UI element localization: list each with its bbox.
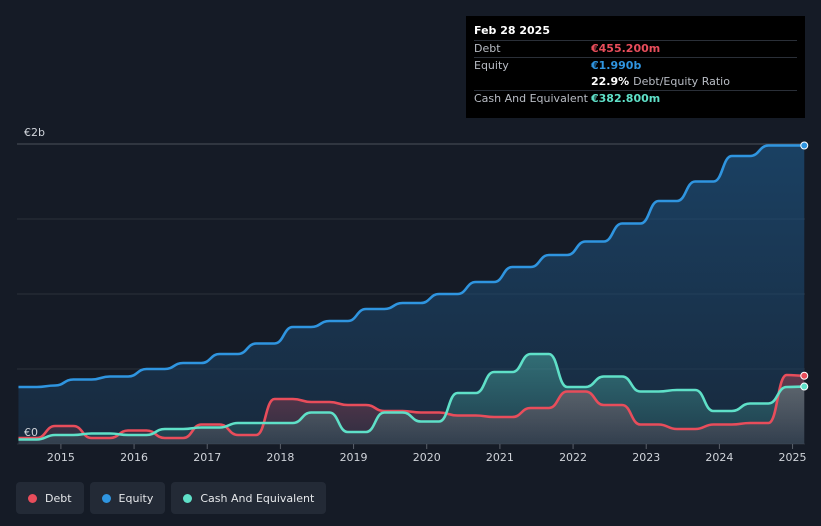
legend-item-cash[interactable]: Cash And Equivalent [171, 482, 327, 514]
equity-dot-icon [101, 493, 111, 503]
cash-and-equivalent-line [18, 352, 805, 441]
tooltip-label: Cash And Equivalent [474, 92, 588, 105]
tooltip-date: Feb 28 2025 [474, 24, 550, 37]
series-lines [18, 144, 805, 441]
y-tick-label: €2b [24, 126, 45, 139]
x-tick-label: 2023 [632, 451, 660, 464]
legend-item-equity[interactable]: Equity [89, 482, 166, 514]
tooltip-ratio-value: 22.9% [591, 75, 630, 88]
x-tick-label: 2024 [705, 451, 733, 464]
cash-dot-icon [183, 493, 193, 503]
legend: Debt Equity Cash And Equivalent [16, 482, 327, 514]
tooltip-label [474, 74, 591, 90]
x-tick-label: 2021 [486, 451, 514, 464]
y-axis: €2b €0 [24, 126, 45, 439]
x-tick-label: 2020 [413, 451, 441, 464]
x-axis: 2015 2016 2017 2018 2019 2020 2021 2022 2023 2024… [47, 444, 807, 464]
equity-line [18, 144, 805, 389]
x-tick-label: 2015 [47, 451, 75, 464]
equity-end-marker [800, 141, 809, 150]
x-tick-label: 2019 [340, 451, 368, 464]
tooltip-equity-value: €1.990b [591, 59, 642, 72]
legend-label: Equity [118, 491, 154, 505]
x-tick-label: 2022 [559, 451, 587, 464]
debt-line [18, 373, 805, 440]
legend-label: Cash And Equivalent [200, 491, 315, 505]
debt-dot-icon [28, 493, 37, 503]
tooltip-debt-value: €455.200m [591, 42, 661, 55]
tooltip-label: Equity [474, 59, 509, 72]
y-tick-label: €0 [24, 426, 38, 439]
tooltip-label: Debt [474, 42, 501, 55]
x-tick-label: 2017 [193, 451, 221, 464]
end-markers [800, 141, 809, 391]
tooltip-cash-value: €382.800m [591, 92, 661, 105]
legend-label: Debt [45, 491, 72, 505]
debt-end-marker [800, 371, 809, 380]
tooltip-panel: Feb 28 2025 Debt €455.200m Equity €1.990… [466, 16, 805, 118]
x-tick-label: 2016 [120, 451, 148, 464]
x-tick-label: 2025 [779, 451, 807, 464]
tooltip-row-debt: Debt €455.200m [474, 40, 797, 57]
legend-item-debt[interactable]: Debt [16, 482, 84, 514]
tooltip-row-ratio: 22.9% Debt/Equity Ratio [474, 74, 797, 90]
tooltip-row-cash: Cash And Equivalent €382.800m [474, 90, 797, 107]
equity-area [18, 145, 805, 444]
x-tick-label: 2018 [266, 451, 294, 464]
cash-and-equivalent-end-marker [800, 382, 809, 391]
tooltip-ratio-label: Debt/Equity Ratio [633, 75, 730, 88]
tooltip-row-equity: Equity €1.990b [474, 57, 797, 74]
